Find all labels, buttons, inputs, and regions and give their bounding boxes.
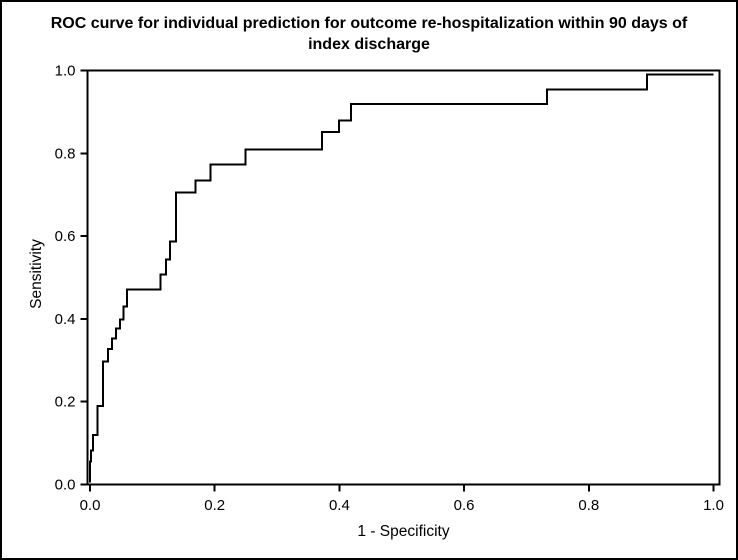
- x-tick-label: 1.0: [703, 497, 724, 514]
- chart-title: ROC curve for individual prediction for …: [50, 15, 688, 53]
- x-tick-label: 0.4: [329, 497, 350, 514]
- y-tick-label: 0.0: [55, 477, 76, 494]
- x-axis-label: 1 - Specificity: [357, 523, 450, 540]
- plot-frame: [86, 69, 721, 486]
- y-tick-label: 0.6: [55, 228, 76, 245]
- roc-curve-path: [89, 73, 714, 483]
- y-tick-label: 1.0: [55, 63, 76, 80]
- x-tick-label: 0.8: [578, 497, 599, 514]
- x-tick-label: 0.0: [80, 497, 101, 514]
- x-tick-label: 0.2: [204, 497, 225, 514]
- y-tick-label: 0.2: [55, 394, 76, 411]
- x-tick-label: 0.6: [454, 497, 475, 514]
- y-tick-label: 0.4: [55, 311, 76, 328]
- y-tick-label: 0.8: [55, 145, 76, 162]
